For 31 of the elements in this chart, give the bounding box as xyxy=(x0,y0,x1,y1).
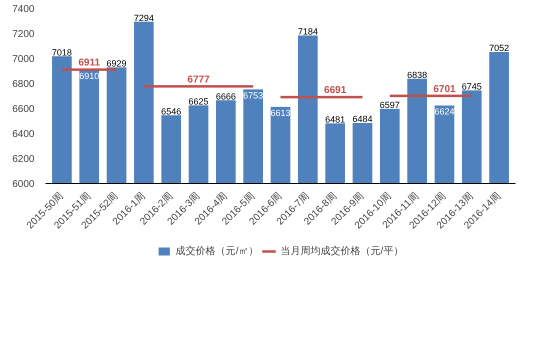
data-label: 6597 xyxy=(380,100,400,110)
data-label: 6777 xyxy=(187,74,210,86)
data-label: 6753 xyxy=(243,90,264,100)
legend-label: 当月周均成交价格（元/平） xyxy=(280,244,404,258)
data-label: 6838 xyxy=(407,70,428,80)
y-tick-label: 7200 xyxy=(12,29,35,40)
data-label: 6929 xyxy=(106,58,127,68)
data-label: 6910 xyxy=(79,70,100,81)
data-label: 6701 xyxy=(433,84,456,95)
y-tick-label: 6600 xyxy=(12,104,35,115)
data-label: 6484 xyxy=(352,114,372,124)
data-label: 6481 xyxy=(325,114,346,124)
data-label: 6546 xyxy=(161,106,182,116)
y-tick-label: 6200 xyxy=(12,154,35,165)
y-tick-label: 6800 xyxy=(12,79,35,90)
y-tick-label: 7400 xyxy=(12,4,35,15)
data-label: 6745 xyxy=(462,81,482,92)
data-label: 6613 xyxy=(270,108,291,118)
y-tick-label: 6400 xyxy=(12,129,35,140)
data-label: 6666 xyxy=(216,91,236,102)
data-label: 6625 xyxy=(188,96,209,106)
data-label: 7052 xyxy=(489,43,510,53)
data-label: 7294 xyxy=(134,12,154,23)
data-label: 6624 xyxy=(434,106,454,116)
data-label: 7018 xyxy=(52,47,72,58)
data-label: 6691 xyxy=(324,85,347,96)
y-tick-label: 7000 xyxy=(12,54,35,65)
y-tick-label: 6000 xyxy=(12,179,35,190)
data-label: 7184 xyxy=(298,26,318,36)
data-label: 6911 xyxy=(78,58,101,69)
legend-label: 成交价格（元/㎡） xyxy=(176,244,258,258)
